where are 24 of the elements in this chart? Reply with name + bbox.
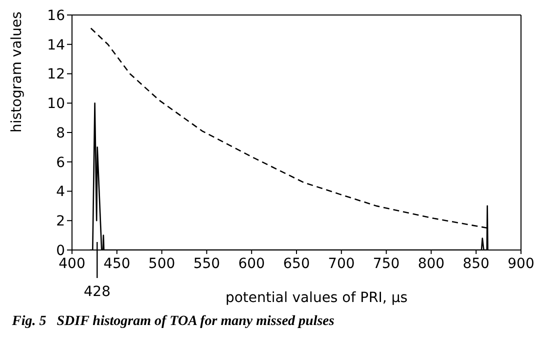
x-tick-label: 900 (508, 256, 534, 272)
y-tick-label: 12 (47, 66, 65, 83)
y-tick-label: 16 (47, 8, 66, 24)
y-tick-label: 0 (56, 242, 65, 259)
y-tick-label: 14 (47, 37, 66, 54)
x-tick-label: 600 (238, 256, 265, 272)
x-tick-label: 400 (58, 256, 86, 272)
x-tick-label: 450 (104, 256, 130, 272)
x-axis-title: potential values of PRI, μs (225, 290, 408, 306)
x-tick-label: 500 (148, 256, 176, 272)
caption: Fig. 5 SDIF histogram of TOA for many missed pulses (12, 314, 334, 330)
y-tick-label: 10 (47, 96, 65, 112)
x-tick-label: 550 (193, 256, 220, 272)
y-tick-label: 8 (56, 125, 65, 142)
annotation: 428 (84, 284, 111, 300)
y-tick-label: 4 (56, 184, 66, 200)
y-tick-label: 6 (56, 154, 66, 171)
x-tick-label: 850 (462, 256, 490, 272)
x-tick-label: 650 (283, 256, 310, 272)
x-tick-label: 750 (372, 256, 400, 272)
x-tick-label: 700 (328, 256, 355, 272)
y-tick-label: 2 (56, 214, 65, 230)
x-tick-label: 800 (418, 256, 445, 272)
y-axis-title: histogram values (8, 12, 25, 132)
